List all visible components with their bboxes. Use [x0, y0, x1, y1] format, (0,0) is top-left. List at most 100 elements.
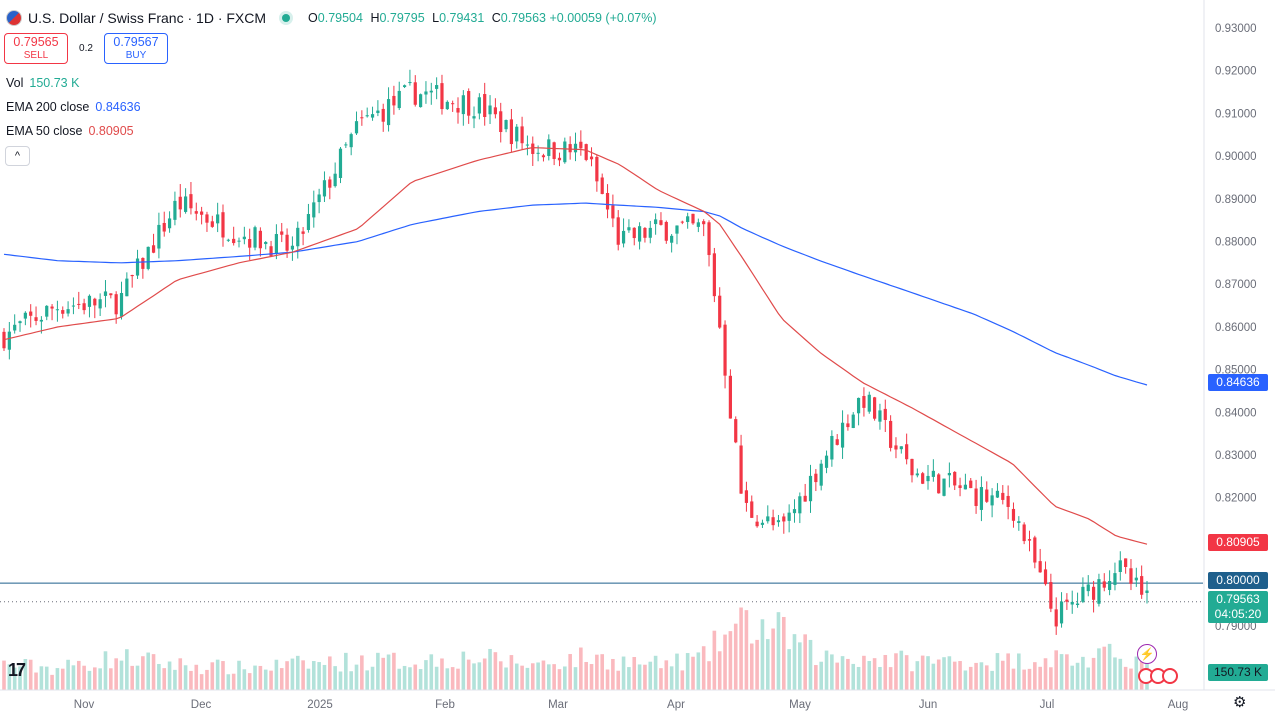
vol-label: Vol	[6, 76, 24, 90]
candle-body	[312, 202, 316, 218]
candle-body	[552, 142, 556, 159]
candle-body	[317, 194, 321, 203]
gear-icon[interactable]: ⚙	[1233, 694, 1247, 711]
volume-bar	[771, 628, 775, 690]
candle-body	[995, 490, 1000, 498]
candle-body	[477, 97, 481, 114]
candle-body	[114, 294, 118, 315]
volume-bar	[530, 663, 535, 690]
legend-ema50[interactable]: EMA 50 close 0.80905	[6, 124, 134, 138]
volume-bar	[205, 669, 209, 690]
buy-button[interactable]: 0.79567 BUY	[104, 33, 168, 64]
candle-body	[264, 242, 268, 245]
volume-bar	[659, 668, 663, 690]
lightning-icon[interactable]: ⚡	[1137, 644, 1157, 664]
volume-bar	[936, 659, 941, 690]
legend-volume[interactable]: Vol 150.73 K	[6, 76, 79, 90]
tradingview-logo[interactable]: 17	[8, 660, 26, 680]
x-tick-label: Nov	[74, 699, 95, 711]
candle-body	[1086, 584, 1090, 592]
candle-body	[889, 420, 893, 448]
volume-bar	[125, 649, 129, 690]
candles	[2, 69, 1149, 635]
time-axis[interactable]: Nov Dec 2025 Feb Mar Apr May Jun Jul Aug	[0, 689, 1275, 711]
volume-bar	[173, 669, 177, 690]
ema50-line	[3, 146, 1148, 545]
volume-bar	[333, 666, 337, 690]
volume-bar	[12, 667, 17, 690]
candle-body	[621, 230, 626, 244]
x-tick-label: Jul	[1040, 699, 1055, 711]
volume-bar	[1086, 667, 1091, 690]
candle-body	[360, 117, 364, 119]
volume-bar	[162, 668, 167, 690]
candle-body	[1081, 586, 1085, 602]
candle-body	[413, 82, 417, 105]
collapse-legend-button[interactable]: ^	[5, 146, 30, 166]
candle-body	[520, 126, 524, 144]
candle-body	[686, 216, 690, 223]
candle-body	[98, 299, 102, 309]
volume-bar	[1091, 657, 1096, 690]
volume-bar	[755, 639, 759, 690]
candle-body	[296, 227, 300, 247]
candle-body	[856, 397, 861, 414]
volume-bar	[611, 658, 615, 690]
candle-body	[595, 156, 599, 182]
volume-bar	[867, 661, 872, 690]
candle-body	[77, 303, 81, 305]
volume-bar	[1097, 648, 1101, 690]
volume-bar	[440, 658, 444, 690]
candle-body	[173, 200, 177, 220]
candle-body	[905, 444, 909, 460]
candle-body	[760, 522, 765, 525]
candle-body	[947, 472, 951, 476]
volume-bar	[712, 630, 717, 690]
candle-body	[670, 235, 674, 243]
candle-body	[456, 108, 460, 113]
volume-bar	[974, 662, 978, 690]
close-value: 0.79563	[500, 11, 546, 25]
candle-body	[408, 82, 412, 84]
level-price-label[interactable]: 0.80000	[1208, 572, 1268, 589]
legend-ema200[interactable]: EMA 200 close 0.84636	[6, 100, 141, 114]
y-tick-label: 0.82000	[1215, 493, 1257, 505]
sell-button[interactable]: 0.79565 SELL	[4, 33, 68, 64]
candle-body	[483, 94, 487, 117]
candle-body	[82, 303, 86, 311]
volume-bar	[28, 659, 33, 690]
volume-bar	[803, 634, 807, 690]
candle-body	[210, 221, 214, 227]
vol-value: 150.73 K	[29, 76, 80, 90]
candle-body	[702, 221, 706, 225]
buy-label: BUY	[125, 50, 147, 61]
y-tick-label: 0.92000	[1215, 66, 1257, 78]
volume-bar	[493, 652, 498, 690]
volume-bar	[696, 652, 701, 690]
volume-bar	[830, 654, 834, 690]
volume-bar	[408, 667, 412, 690]
volume-bar	[189, 670, 193, 690]
candle-body	[584, 144, 588, 160]
candle-body	[493, 107, 497, 115]
x-tick-label: Dec	[191, 699, 212, 711]
volume-bar	[680, 670, 685, 690]
us-flag-icon[interactable]	[1138, 668, 1178, 684]
candle-body	[605, 192, 610, 210]
candle-body	[707, 222, 711, 256]
candle-body	[125, 278, 129, 297]
trade-panel: 0.79565 SELL 0.2 0.79567 BUY	[4, 33, 168, 64]
volume-bar	[1113, 657, 1117, 690]
volume-bar	[621, 656, 626, 690]
volume-bar	[1000, 660, 1005, 690]
volume-bar	[894, 653, 898, 690]
volume-bar	[365, 670, 369, 690]
volume-bar	[450, 667, 455, 690]
candle-body	[969, 480, 973, 489]
volume-bar	[1102, 646, 1107, 690]
symbol-title[interactable]: U.S. Dollar / Swiss Franc · 1D · FXCM	[28, 10, 267, 26]
candle-body	[216, 214, 220, 224]
volume-bar	[851, 663, 856, 690]
candle-body	[397, 90, 401, 109]
